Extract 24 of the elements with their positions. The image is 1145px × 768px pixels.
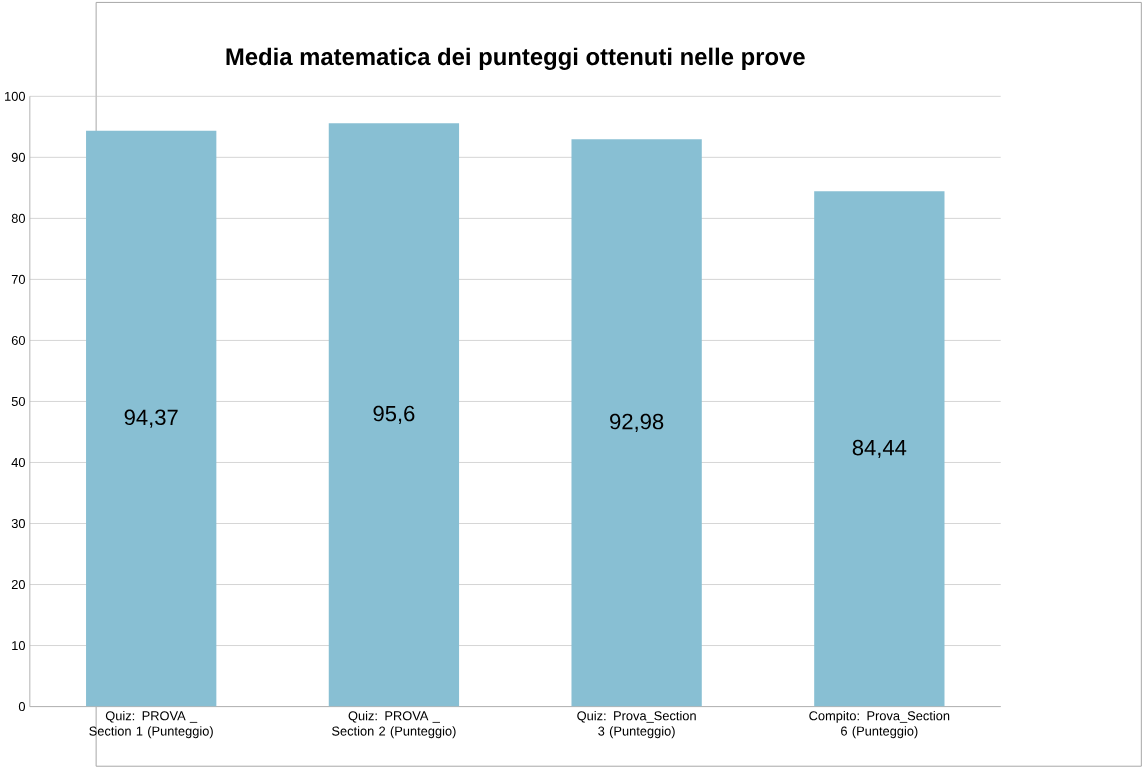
bar — [328, 123, 460, 707]
y-tick-label: 80 — [11, 213, 26, 223]
x-tick-label: Quiz: PROVA _ Section 2 (Punteggio) — [332, 710, 456, 739]
chart-title: Media matematica dei punteggi ottenuti nelle prove — [226, 47, 805, 70]
y-tick-label: 40 — [11, 457, 26, 468]
x-tick-label: Quiz: Prova_Section 3 (Punteggio) — [577, 710, 696, 739]
y-tick-label: 70 — [11, 274, 26, 284]
y-tick-label: 20 — [11, 579, 26, 590]
y-tick-label: 10 — [12, 640, 26, 651]
y-tick-label: 60 — [11, 335, 26, 345]
data-label: 84,44 — [852, 439, 907, 459]
data-label: 92,98 — [610, 413, 664, 432]
y-tick-label: 30 — [11, 518, 26, 529]
bar — [571, 139, 702, 707]
data-label: 94,37 — [124, 409, 178, 428]
bar — [86, 130, 217, 707]
y-tick-label: 100 — [5, 91, 26, 101]
bar — [814, 191, 945, 707]
data-label: 95,6 — [373, 405, 415, 424]
x-tick-label: Quiz: PROVA _ Section 1 (Punteggio) — [89, 710, 213, 739]
y-tick-label: 0 — [18, 702, 26, 712]
x-tick-label: Compito: Prova_Section 6 (Punteggio) — [809, 710, 950, 739]
y-tick-label: 50 — [11, 396, 26, 406]
y-tick-label: 90 — [11, 152, 26, 162]
